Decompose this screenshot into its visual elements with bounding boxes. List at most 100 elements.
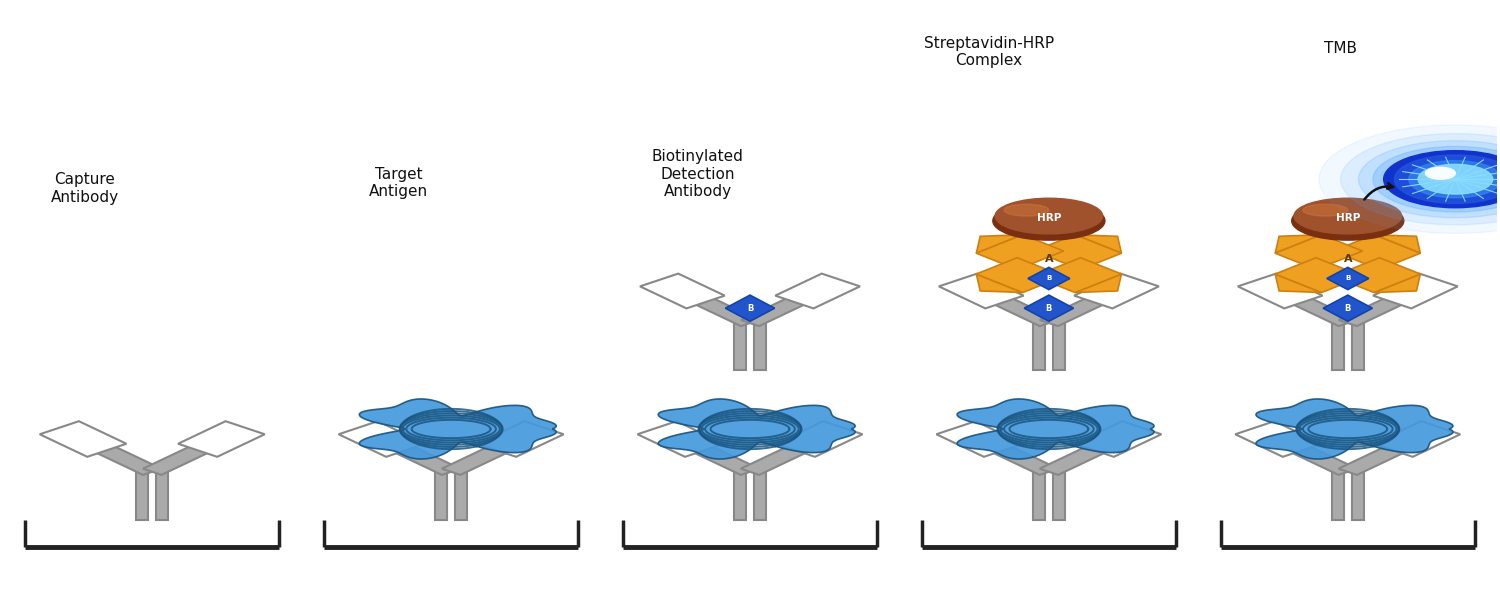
Polygon shape xyxy=(339,421,426,457)
Polygon shape xyxy=(1374,274,1420,292)
Text: Streptavidin-HRP
Complex: Streptavidin-HRP Complex xyxy=(924,36,1054,68)
Polygon shape xyxy=(1053,472,1065,520)
Polygon shape xyxy=(976,274,1022,292)
Circle shape xyxy=(1383,151,1500,208)
Text: B: B xyxy=(1046,304,1052,313)
Polygon shape xyxy=(970,436,1058,475)
Polygon shape xyxy=(638,421,724,457)
Polygon shape xyxy=(1074,274,1160,308)
Polygon shape xyxy=(372,436,460,475)
Polygon shape xyxy=(477,421,564,457)
Polygon shape xyxy=(1040,436,1128,475)
Polygon shape xyxy=(136,472,148,520)
Polygon shape xyxy=(1076,274,1122,292)
Polygon shape xyxy=(754,323,766,370)
Polygon shape xyxy=(1034,258,1122,293)
Polygon shape xyxy=(39,421,126,457)
Polygon shape xyxy=(1269,436,1358,475)
Polygon shape xyxy=(156,472,168,520)
Polygon shape xyxy=(674,288,759,326)
Polygon shape xyxy=(776,274,859,308)
Text: A: A xyxy=(1044,254,1053,264)
Polygon shape xyxy=(1352,323,1364,370)
Polygon shape xyxy=(1275,235,1362,269)
Polygon shape xyxy=(776,421,862,457)
Polygon shape xyxy=(1275,258,1362,293)
Polygon shape xyxy=(435,472,447,520)
Polygon shape xyxy=(360,399,556,459)
Polygon shape xyxy=(442,436,530,475)
Polygon shape xyxy=(1338,288,1425,326)
Ellipse shape xyxy=(1004,204,1048,216)
Polygon shape xyxy=(741,436,828,475)
Circle shape xyxy=(1359,140,1500,218)
Polygon shape xyxy=(454,472,468,520)
Polygon shape xyxy=(1270,288,1358,326)
Polygon shape xyxy=(1256,399,1454,459)
Polygon shape xyxy=(939,274,1023,308)
Circle shape xyxy=(1341,134,1500,225)
Polygon shape xyxy=(1275,235,1322,253)
Polygon shape xyxy=(1074,421,1161,457)
Polygon shape xyxy=(1323,295,1372,321)
Polygon shape xyxy=(1352,472,1364,520)
Polygon shape xyxy=(972,288,1058,326)
Polygon shape xyxy=(1374,421,1461,457)
Polygon shape xyxy=(957,399,1154,459)
Polygon shape xyxy=(1040,288,1125,326)
Polygon shape xyxy=(1334,235,1420,269)
Polygon shape xyxy=(640,274,724,308)
Polygon shape xyxy=(976,235,1022,253)
Polygon shape xyxy=(1028,268,1069,290)
Ellipse shape xyxy=(1292,202,1404,240)
Polygon shape xyxy=(976,235,1064,269)
Circle shape xyxy=(1408,161,1500,198)
Text: B: B xyxy=(1046,275,1052,281)
Text: HRP: HRP xyxy=(1335,213,1360,223)
Text: Capture
Antibody: Capture Antibody xyxy=(51,172,118,205)
Text: B: B xyxy=(1346,275,1350,281)
Circle shape xyxy=(1418,164,1492,194)
Circle shape xyxy=(1425,167,1455,179)
Polygon shape xyxy=(1024,295,1074,321)
Polygon shape xyxy=(1332,323,1344,370)
Polygon shape xyxy=(734,472,746,520)
Polygon shape xyxy=(1275,274,1322,292)
Text: B: B xyxy=(1344,304,1352,313)
Polygon shape xyxy=(1032,472,1046,520)
Polygon shape xyxy=(1053,323,1065,370)
Text: Biotinylated
Detection
Antibody: Biotinylated Detection Antibody xyxy=(652,149,744,199)
Polygon shape xyxy=(142,436,231,475)
Ellipse shape xyxy=(994,198,1102,234)
Text: HRP: HRP xyxy=(1036,213,1060,223)
Circle shape xyxy=(1395,155,1500,203)
Polygon shape xyxy=(976,258,1064,293)
Polygon shape xyxy=(1076,235,1122,253)
Polygon shape xyxy=(1328,268,1368,290)
Circle shape xyxy=(1318,125,1500,233)
Polygon shape xyxy=(1374,235,1420,253)
Polygon shape xyxy=(1372,274,1458,308)
Ellipse shape xyxy=(1304,204,1348,216)
Polygon shape xyxy=(734,323,746,370)
Polygon shape xyxy=(1034,323,1046,370)
Text: A: A xyxy=(1344,254,1352,264)
Polygon shape xyxy=(74,436,162,475)
Polygon shape xyxy=(1238,274,1323,308)
Text: Target
Antigen: Target Antigen xyxy=(369,167,429,199)
Polygon shape xyxy=(936,421,1023,457)
Circle shape xyxy=(1372,146,1500,212)
Polygon shape xyxy=(726,295,774,321)
Polygon shape xyxy=(1236,421,1322,457)
Polygon shape xyxy=(1334,258,1420,293)
Polygon shape xyxy=(1338,436,1426,475)
Polygon shape xyxy=(741,288,827,326)
Text: TMB: TMB xyxy=(1324,41,1358,56)
Polygon shape xyxy=(1332,472,1344,520)
Polygon shape xyxy=(1034,235,1122,269)
Ellipse shape xyxy=(1294,198,1401,234)
Text: B: B xyxy=(747,304,753,313)
Polygon shape xyxy=(672,436,759,475)
Ellipse shape xyxy=(993,202,1106,240)
Polygon shape xyxy=(658,399,855,459)
